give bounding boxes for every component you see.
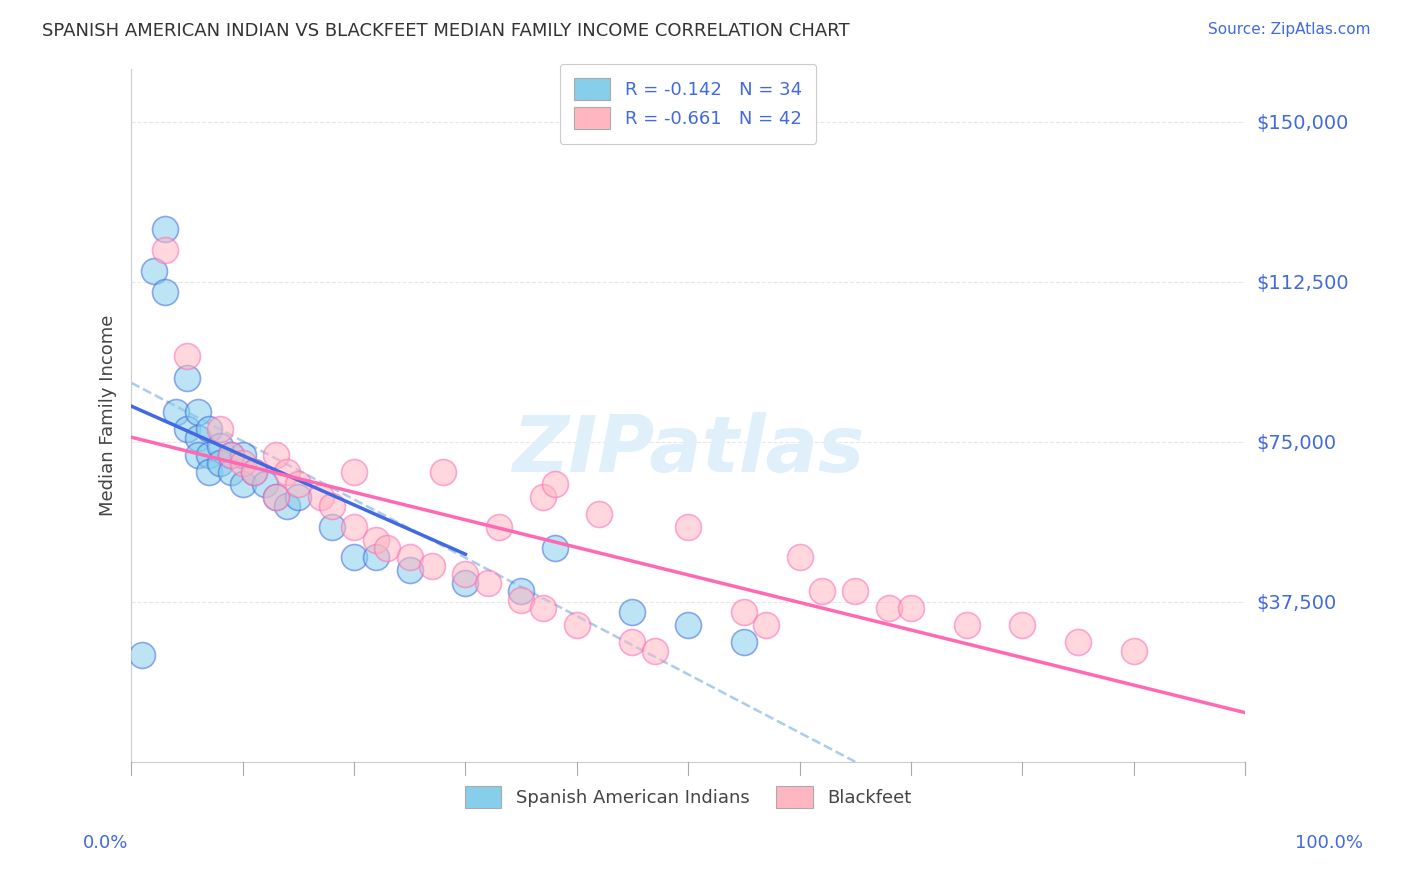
Point	[956, 618, 979, 632]
Point	[531, 490, 554, 504]
Point	[198, 448, 221, 462]
Point	[187, 405, 209, 419]
Point	[531, 601, 554, 615]
Point	[366, 533, 388, 547]
Point	[1122, 644, 1144, 658]
Point	[321, 520, 343, 534]
Point	[198, 422, 221, 436]
Point	[1011, 618, 1033, 632]
Point	[621, 606, 644, 620]
Point	[176, 350, 198, 364]
Point	[153, 243, 176, 257]
Point	[153, 285, 176, 300]
Point	[789, 549, 811, 564]
Point	[343, 549, 366, 564]
Point	[221, 465, 243, 479]
Point	[733, 635, 755, 649]
Point	[153, 221, 176, 235]
Point	[187, 431, 209, 445]
Point	[343, 465, 366, 479]
Point	[755, 618, 778, 632]
Point	[811, 584, 834, 599]
Point	[510, 584, 533, 599]
Point	[209, 422, 232, 436]
Point	[232, 448, 254, 462]
Point	[287, 490, 309, 504]
Point	[676, 618, 699, 632]
Point	[321, 499, 343, 513]
Point	[165, 405, 187, 419]
Point	[209, 439, 232, 453]
Point	[543, 541, 565, 556]
Point	[276, 499, 298, 513]
Text: 0.0%: 0.0%	[83, 834, 128, 852]
Point	[488, 520, 510, 534]
Point	[621, 635, 644, 649]
Point	[432, 465, 454, 479]
Point	[398, 549, 420, 564]
Point	[264, 490, 287, 504]
Point	[209, 456, 232, 470]
Point	[588, 508, 610, 522]
Point	[176, 422, 198, 436]
Point	[676, 520, 699, 534]
Point	[232, 456, 254, 470]
Point	[142, 264, 165, 278]
Point	[264, 448, 287, 462]
Point	[242, 465, 264, 479]
Point	[565, 618, 588, 632]
Point	[187, 448, 209, 462]
Point	[276, 465, 298, 479]
Point	[221, 448, 243, 462]
Point	[176, 371, 198, 385]
Text: 100.0%: 100.0%	[1295, 834, 1362, 852]
Point	[543, 477, 565, 491]
Point	[900, 601, 922, 615]
Point	[221, 448, 243, 462]
Point	[287, 477, 309, 491]
Y-axis label: Median Family Income: Median Family Income	[100, 315, 117, 516]
Text: ZIPatlas: ZIPatlas	[512, 412, 865, 488]
Point	[131, 648, 153, 662]
Point	[420, 558, 443, 573]
Point	[398, 563, 420, 577]
Point	[844, 584, 866, 599]
Text: Source: ZipAtlas.com: Source: ZipAtlas.com	[1208, 22, 1371, 37]
Point	[644, 644, 666, 658]
Point	[253, 477, 276, 491]
Point	[366, 549, 388, 564]
Point	[377, 541, 399, 556]
Point	[877, 601, 900, 615]
Point	[309, 490, 332, 504]
Point	[264, 490, 287, 504]
Legend: Spanish American Indians, Blackfeet: Spanish American Indians, Blackfeet	[458, 779, 918, 815]
Point	[510, 592, 533, 607]
Point	[343, 520, 366, 534]
Point	[1067, 635, 1090, 649]
Point	[232, 477, 254, 491]
Point	[242, 465, 264, 479]
Text: SPANISH AMERICAN INDIAN VS BLACKFEET MEDIAN FAMILY INCOME CORRELATION CHART: SPANISH AMERICAN INDIAN VS BLACKFEET MED…	[42, 22, 849, 40]
Point	[733, 606, 755, 620]
Point	[198, 465, 221, 479]
Point	[477, 575, 499, 590]
Point	[454, 567, 477, 582]
Point	[454, 575, 477, 590]
